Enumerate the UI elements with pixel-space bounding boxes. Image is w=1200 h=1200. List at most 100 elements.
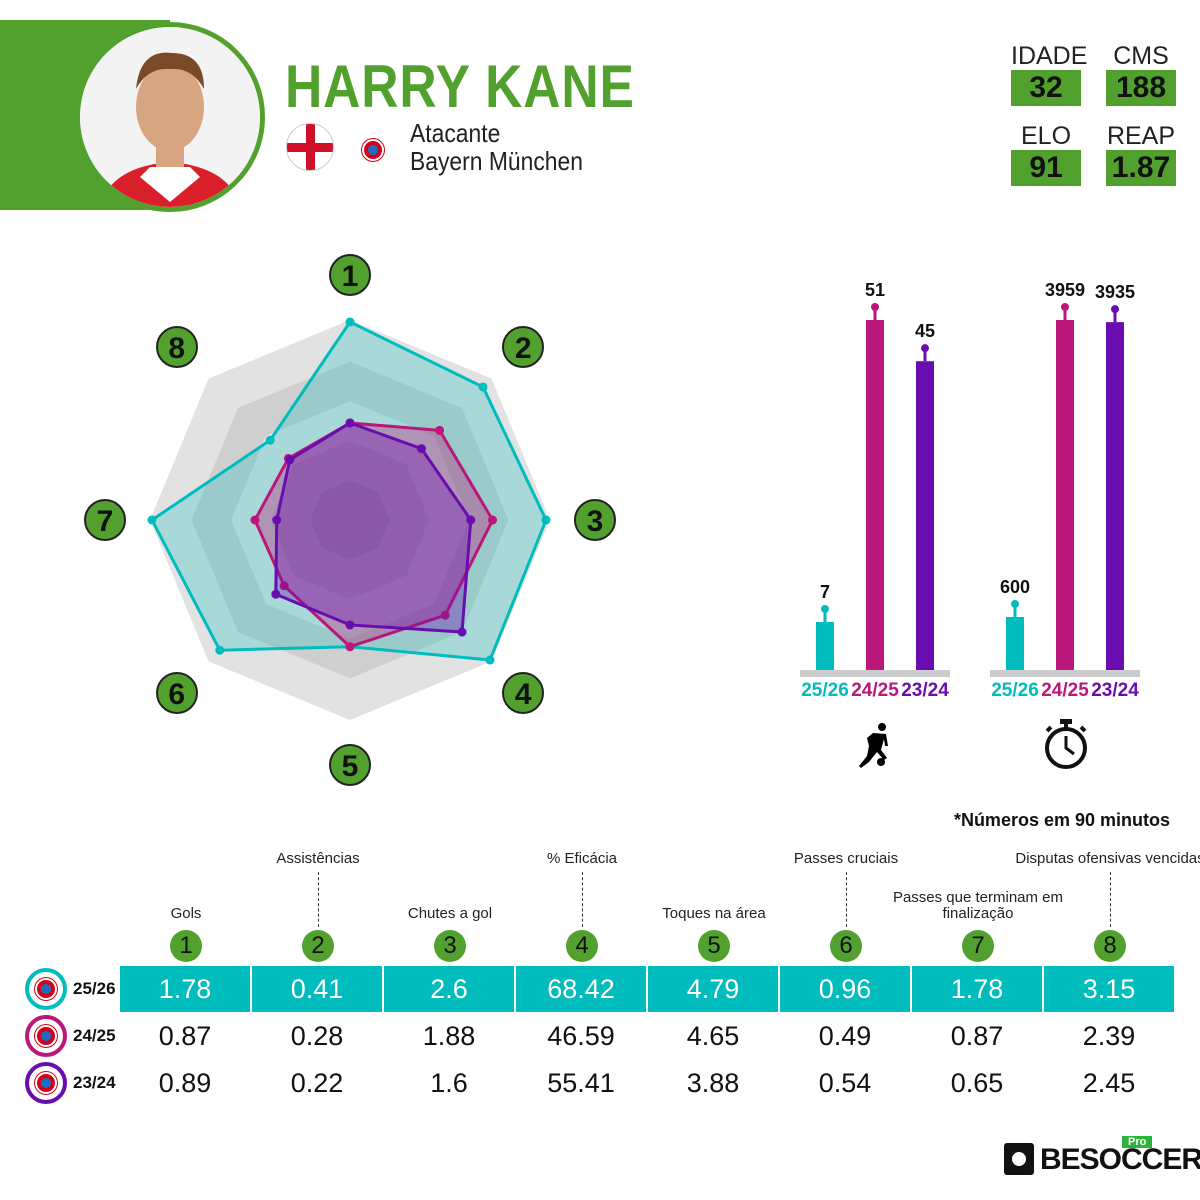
bar [866,320,884,670]
column-header-6: Passes cruciais [793,850,899,867]
season-crest-icon [25,1062,67,1104]
radar-point [440,610,450,620]
season-label: 23/24 [73,1073,116,1092]
stat-label-height: CMS [1113,42,1169,70]
player-name: HARRY KANE [285,53,635,120]
season-label: 24/25 [73,1026,116,1045]
table-cell: 0.65 [950,1068,1004,1098]
header-leader-line [846,872,847,927]
table-cell: 0.87 [950,1021,1004,1051]
radar-point [457,627,467,637]
stat-label-age: IDADE [1011,42,1088,70]
radar-axis-label-6: 6 [155,672,198,715]
table-cell: 0.41 [252,966,382,1012]
radar-point [215,645,225,655]
table-cell: 68.42 [516,966,646,1012]
radar-axis-label-4: 4 [502,672,545,715]
header-leader-line [1110,872,1111,927]
radar-axis-label-5: 5 [329,744,371,786]
table-cell: 1.88 [422,1021,476,1051]
player-photo [75,22,265,212]
radar-point [250,515,260,525]
radar-chart [147,317,551,720]
stat-value-reap: 1.87 [1106,150,1176,186]
radar-point [265,435,275,445]
season-label: 25/26 [73,979,116,998]
bar-value-label: 3959 [1044,280,1086,300]
bar-category-label: 23/24 [1091,680,1139,701]
radar-axis-label-8: 8 [155,325,198,368]
radar-point [435,425,445,435]
player-position: Atacante [410,118,501,148]
player-club: Bayern München [410,146,583,176]
bar-axis [800,670,950,677]
stat-label-elo: ELO [1020,122,1072,150]
bar-dot [1061,303,1069,311]
radar-point [279,581,289,591]
bar-axis [990,670,1140,677]
table-cell: 2.45 [1082,1068,1136,1098]
player-kicking-ball-icon [859,723,888,768]
bar-category-label: 25/26 [991,680,1039,701]
brand-name: BESOCCER [1040,1143,1200,1176]
bar-category-label: 25/26 [801,680,849,701]
table-cell: 1.78 [912,966,1042,1012]
radar-point [478,382,488,392]
table-cell: 1.78 [120,966,250,1012]
table-cell: 2.39 [1082,1021,1136,1051]
radar-point [272,515,282,525]
bar-value-label: 3935 [1094,282,1136,303]
season-crest-icon [25,1015,67,1057]
bar-value-label: 51 [864,280,886,300]
bayern-crest-icon [352,129,394,171]
stat-value-elo: 91 [1011,150,1081,186]
column-number-2: 2 [302,930,334,962]
column-number-5: 5 [698,930,730,962]
column-header-8: Disputas ofensivas vencidas [1015,850,1200,867]
bar-dot [871,303,879,311]
brand-badge: Pro [1122,1136,1153,1148]
stopwatch-icon [1045,719,1087,769]
bar-category-label: 24/25 [1041,680,1089,701]
radar-point [285,455,295,465]
radar-point [345,418,355,428]
radar-point [345,642,355,652]
bar-value-label: 45 [914,321,936,342]
radar-point [345,317,355,327]
radar-point [541,515,551,525]
table-cell: 0.87 [158,1021,212,1051]
bar-value-label: 7 [819,581,830,602]
column-number-4: 4 [566,930,598,962]
england-flag-icon [286,123,334,171]
table-cell: 2.6 [384,966,514,1012]
column-header-7: Passes que terminam em finalização [892,889,1064,922]
bar-dot [1011,599,1019,608]
footnote: *Números em 90 minutos [953,810,1170,830]
bar-value-label: 600 [999,576,1031,597]
radar-point [345,620,355,630]
bar [1056,320,1074,670]
besoccer-logo-icon [1004,1143,1034,1175]
table-cell: 3.88 [686,1068,740,1098]
column-number-1: 1 [170,930,202,962]
column-header-3: Chutes a gol [407,905,493,922]
bar [1006,616,1024,670]
bar [916,361,934,670]
radar-point [147,515,157,525]
column-number-3: 3 [434,930,466,962]
radar-grid-ring [310,480,390,560]
table-cell: 0.54 [818,1068,872,1098]
bar-dot [821,604,829,613]
table-cell: 4.79 [648,966,778,1012]
table-cell: 0.49 [818,1021,872,1051]
stat-value-age: 32 [1011,70,1081,106]
table-cell: 0.28 [290,1021,344,1051]
column-header-1: Gols [170,905,202,922]
radar-point [416,444,426,454]
bar-dot [1111,305,1119,314]
table-cell: 46.59 [547,1021,615,1051]
table-cell: 0.22 [290,1068,344,1098]
table-cell: 0.96 [780,966,910,1012]
radar-axis-label-7: 7 [84,499,126,541]
